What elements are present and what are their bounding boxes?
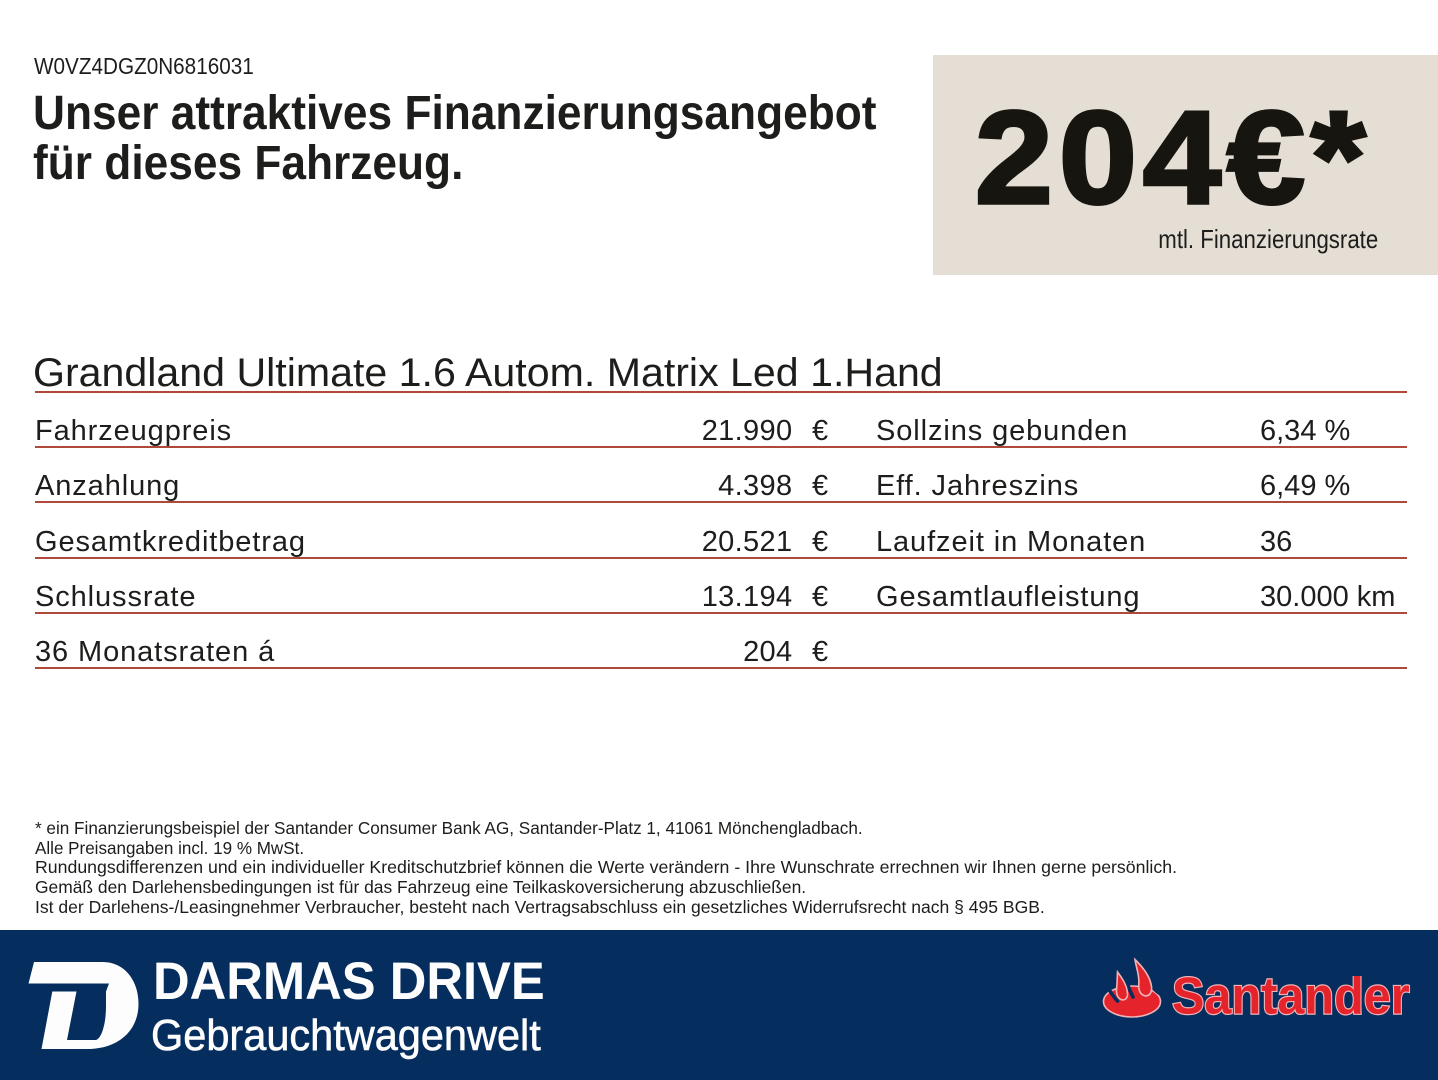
svg-text:Santander: Santander (1172, 976, 1410, 1025)
